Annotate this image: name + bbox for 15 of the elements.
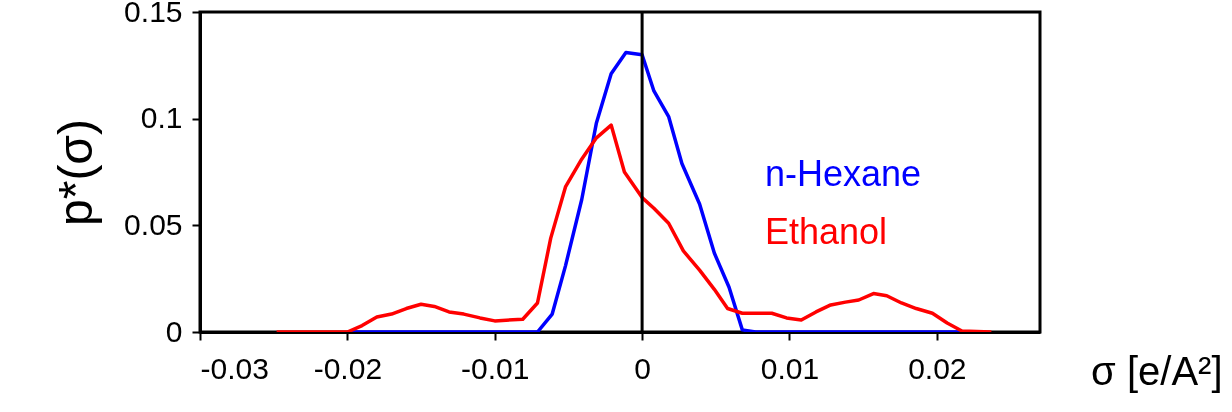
y-tick-label: 0.15 (124, 0, 183, 28)
x-tick-label: -0.03 (200, 351, 269, 385)
x-tick-label: 0 (634, 351, 651, 385)
x-tick-label: -0.01 (461, 351, 530, 385)
x-tick-label: 0.01 (760, 351, 820, 385)
series-label: Ethanol (765, 211, 888, 252)
y-tick-label: 0.05 (124, 207, 183, 241)
y-axis-title: p*(σ) (49, 119, 103, 226)
y-tick-label: 0 (165, 314, 183, 348)
line-series (274, 123, 994, 332)
x-axis-title: σ [e/A²] (1091, 348, 1223, 393)
y-tick-label: 0.1 (140, 101, 183, 135)
x-tick-label: -0.02 (313, 351, 383, 385)
x-tick-label: 0.02 (908, 351, 967, 385)
series-label: n-Hexane (765, 153, 922, 194)
